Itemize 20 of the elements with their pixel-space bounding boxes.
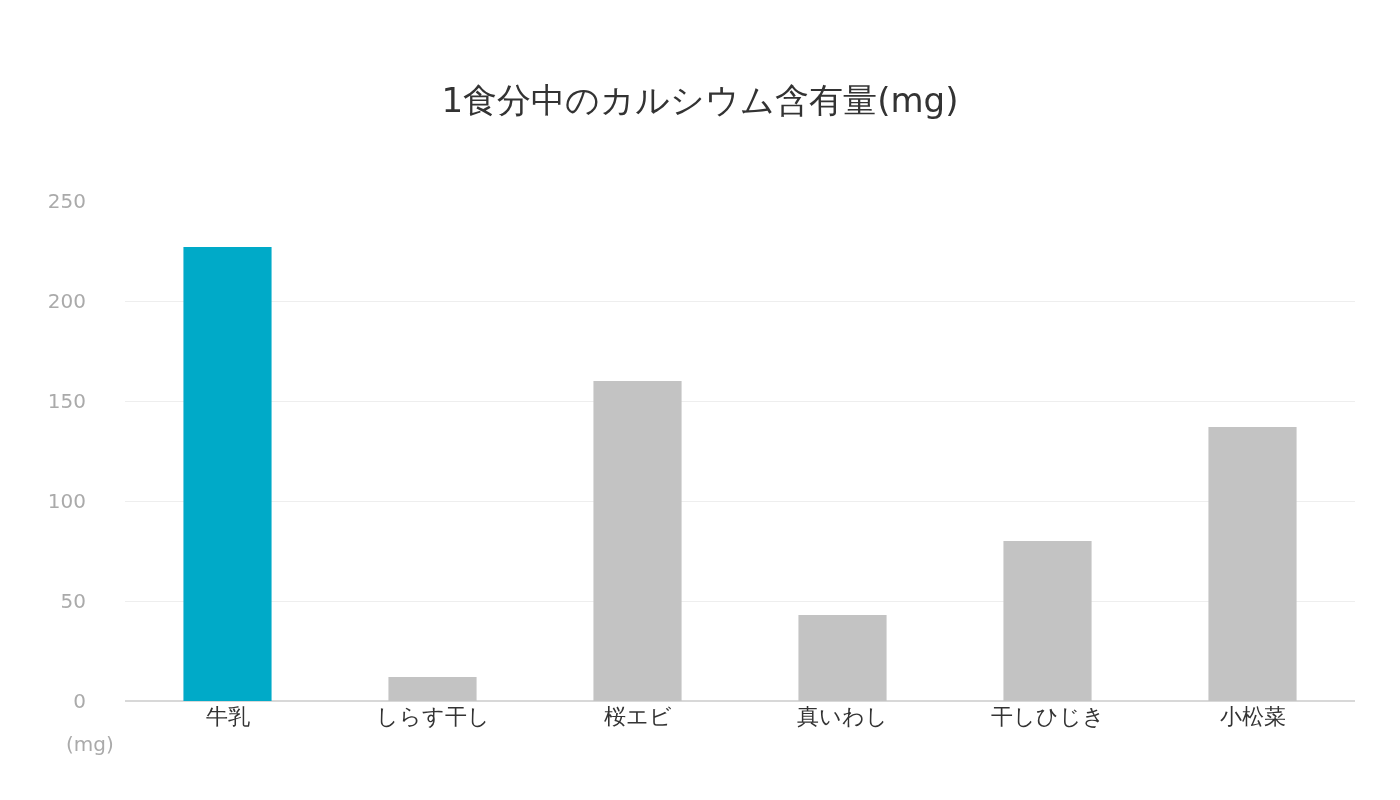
y-tick-label: 50 (60, 589, 86, 613)
bar (1208, 427, 1297, 701)
x-tick-label: 桜エビ (603, 704, 672, 729)
bar (1003, 541, 1092, 701)
y-tick-label: 150 (47, 389, 86, 413)
x-tick-label: しらす干し (375, 704, 490, 729)
chart-title: 1食分中のカルシウム含有量(mg) (441, 79, 959, 120)
text: (mg) (66, 732, 114, 756)
x-tick-label: 真いわし (797, 704, 888, 729)
bar (798, 615, 887, 701)
x-tick-label: 牛乳 (205, 704, 250, 729)
bar (593, 381, 682, 701)
y-tick-label: 100 (47, 489, 86, 513)
x-tick-label: 小松菜 (1219, 704, 1286, 729)
y-tick-label: 200 (47, 289, 86, 313)
y-tick-label: 0 (73, 689, 86, 713)
y-tick-label: 250 (47, 189, 86, 213)
bar (183, 247, 272, 701)
x-tick-label: 干しひじき (990, 704, 1105, 729)
bar (388, 677, 477, 701)
